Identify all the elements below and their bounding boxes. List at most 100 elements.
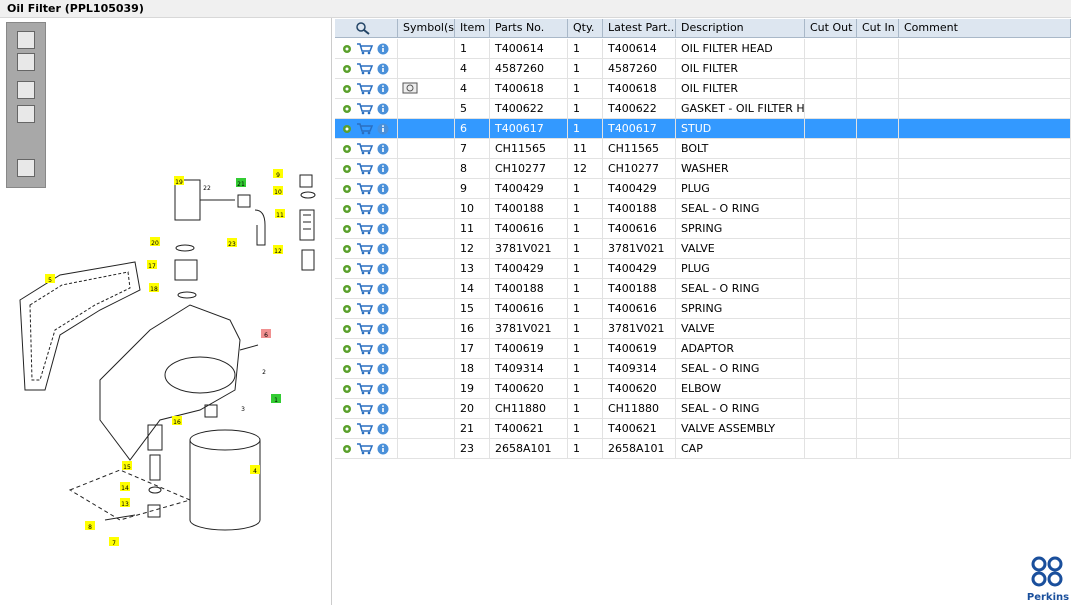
qty-cell[interactable]: 1 — [568, 359, 603, 379]
qty-cell[interactable]: 1 — [568, 339, 603, 359]
latest-part-cell[interactable]: CH11565 — [603, 139, 676, 159]
part-no-cell[interactable]: T400614 — [490, 39, 568, 59]
item-cell[interactable]: 21 — [455, 419, 490, 439]
latest-part-cell[interactable]: T409314 — [603, 359, 676, 379]
row-icons[interactable] — [335, 141, 395, 155]
row-icons-cell[interactable] — [335, 219, 398, 239]
callout-label[interactable]: 10 — [274, 189, 282, 196]
row-icons-cell[interactable] — [335, 179, 398, 199]
description-cell[interactable]: ADAPTOR — [676, 339, 805, 359]
row-icons[interactable] — [335, 121, 395, 135]
part-no-cell[interactable]: CH10277 — [490, 159, 568, 179]
column-header[interactable]: Cut Out — [805, 19, 857, 38]
qty-cell[interactable]: 1 — [568, 259, 603, 279]
description-cell[interactable]: OIL FILTER — [676, 79, 805, 99]
callout-label[interactable]: 17 — [148, 263, 156, 270]
latest-part-cell[interactable]: T400618 — [603, 79, 676, 99]
qty-cell[interactable]: 1 — [568, 419, 603, 439]
qty-cell[interactable]: 1 — [568, 79, 603, 99]
qty-cell[interactable]: 1 — [568, 279, 603, 299]
row-icons[interactable] — [335, 301, 395, 315]
item-cell[interactable]: 1 — [455, 39, 490, 59]
latest-part-cell[interactable]: 3781V021 — [603, 319, 676, 339]
part-no-cell[interactable]: T400621 — [490, 419, 568, 439]
description-cell[interactable]: ELBOW — [676, 379, 805, 399]
part-no-cell[interactable]: T400429 — [490, 259, 568, 279]
latest-part-cell[interactable]: T400621 — [603, 419, 676, 439]
row-icons[interactable] — [335, 361, 395, 375]
row-icons-cell[interactable] — [335, 299, 398, 319]
row-icons[interactable] — [335, 241, 395, 255]
part-no-cell[interactable]: T400619 — [490, 339, 568, 359]
description-cell[interactable]: WASHER — [676, 159, 805, 179]
part-no-cell[interactable]: T400616 — [490, 219, 568, 239]
row-icons[interactable] — [335, 321, 395, 335]
qty-cell[interactable]: 1 — [568, 99, 603, 119]
latest-part-cell[interactable]: 3781V021 — [603, 239, 676, 259]
part-no-cell[interactable]: 2658A101 — [490, 439, 568, 459]
column-header[interactable]: Description — [676, 19, 805, 38]
column-header[interactable]: Comment — [899, 19, 1071, 38]
row-icons-cell[interactable] — [335, 59, 398, 79]
description-cell[interactable]: CAP — [676, 439, 805, 459]
item-cell[interactable]: 9 — [455, 179, 490, 199]
row-icons[interactable] — [335, 81, 395, 95]
item-cell[interactable]: 23 — [455, 439, 490, 459]
description-cell[interactable]: BOLT — [676, 139, 805, 159]
part-no-cell[interactable]: T400188 — [490, 199, 568, 219]
part-no-cell[interactable]: T400618 — [490, 79, 568, 99]
callout-label[interactable]: 3 — [241, 406, 245, 413]
row-icons[interactable] — [335, 381, 395, 395]
callout-label[interactable]: 5 — [48, 277, 52, 284]
qty-cell[interactable]: 1 — [568, 439, 603, 459]
row-icons-cell[interactable] — [335, 259, 398, 279]
qty-cell[interactable]: 1 — [568, 319, 603, 339]
latest-part-cell[interactable]: CH11880 — [603, 399, 676, 419]
callout-label[interactable]: 18 — [150, 286, 158, 293]
qty-cell[interactable]: 1 — [568, 119, 603, 139]
column-header[interactable]: Symbol(s) — [398, 19, 455, 38]
row-icons-cell[interactable] — [335, 339, 398, 359]
zoom-in-button[interactable] — [17, 31, 35, 49]
latest-part-cell[interactable]: 4587260 — [603, 59, 676, 79]
row-icons-cell[interactable] — [335, 99, 398, 119]
column-header[interactable]: Qty. — [568, 19, 603, 38]
latest-part-cell[interactable]: T400188 — [603, 199, 676, 219]
latest-part-cell[interactable]: 2658A101 — [603, 439, 676, 459]
row-icons-cell[interactable] — [335, 199, 398, 219]
item-cell[interactable]: 4 — [455, 79, 490, 99]
latest-part-cell[interactable]: T400622 — [603, 99, 676, 119]
item-cell[interactable]: 14 — [455, 279, 490, 299]
qty-cell[interactable]: 1 — [568, 219, 603, 239]
part-no-cell[interactable]: T400620 — [490, 379, 568, 399]
fit-button[interactable] — [17, 81, 35, 99]
row-icons[interactable] — [335, 101, 395, 115]
part-no-cell[interactable]: T409314 — [490, 359, 568, 379]
row-icons-cell[interactable] — [335, 379, 398, 399]
callout-label[interactable]: 4 — [253, 468, 257, 475]
row-icons-cell[interactable] — [335, 399, 398, 419]
row-icons-cell[interactable] — [335, 279, 398, 299]
row-icons-cell[interactable] — [335, 39, 398, 59]
row-icons-cell[interactable] — [335, 79, 398, 99]
latest-part-cell[interactable]: T400620 — [603, 379, 676, 399]
row-icons-cell[interactable] — [335, 159, 398, 179]
latest-part-cell[interactable]: T400616 — [603, 219, 676, 239]
qty-cell[interactable]: 1 — [568, 179, 603, 199]
callout-label[interactable]: 6 — [264, 332, 268, 339]
row-icons-cell[interactable] — [335, 239, 398, 259]
callout-label[interactable]: 16 — [173, 419, 181, 426]
callout-label[interactable]: 9 — [276, 172, 280, 179]
description-cell[interactable]: PLUG — [676, 179, 805, 199]
row-icons[interactable] — [335, 61, 395, 75]
part-no-cell[interactable]: T400622 — [490, 99, 568, 119]
latest-part-cell[interactable]: T400429 — [603, 259, 676, 279]
description-cell[interactable]: VALVE ASSEMBLY — [676, 419, 805, 439]
item-cell[interactable]: 10 — [455, 199, 490, 219]
description-cell[interactable]: OIL FILTER — [676, 59, 805, 79]
latest-part-cell[interactable]: T400617 — [603, 119, 676, 139]
description-cell[interactable]: OIL FILTER HEAD — [676, 39, 805, 59]
description-cell[interactable]: SPRING — [676, 299, 805, 319]
latest-part-cell[interactable]: T400188 — [603, 279, 676, 299]
row-icons[interactable] — [335, 421, 395, 435]
